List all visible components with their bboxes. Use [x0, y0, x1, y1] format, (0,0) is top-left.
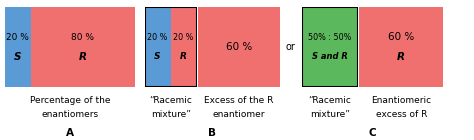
Text: mixture”: mixture” [151, 110, 191, 119]
Text: R: R [180, 52, 187, 61]
Text: enantiomers: enantiomers [41, 110, 99, 119]
Text: or: or [285, 42, 295, 52]
Text: 50% : 50%: 50% : 50% [309, 33, 352, 42]
Text: mixture”: mixture” [310, 110, 350, 119]
Text: 20 %: 20 % [6, 33, 29, 42]
Text: C: C [369, 128, 377, 138]
Text: R: R [79, 52, 87, 62]
Text: S: S [14, 52, 21, 62]
Text: S: S [155, 52, 161, 61]
Text: R: R [397, 52, 405, 62]
Text: 80 %: 80 % [72, 33, 94, 42]
Text: 20 %: 20 % [173, 33, 194, 42]
Text: “Racemic: “Racemic [149, 96, 192, 105]
Text: A: A [66, 128, 74, 138]
Text: Excess of the R: Excess of the R [204, 96, 273, 105]
Text: 20 %: 20 % [147, 33, 168, 42]
Text: “Racemic: “Racemic [309, 96, 352, 105]
Text: B: B [208, 128, 216, 138]
Text: 60 %: 60 % [388, 32, 414, 42]
Text: S and R: S and R [312, 52, 348, 61]
Text: Enantiomeric: Enantiomeric [371, 96, 431, 105]
Text: excess of R: excess of R [375, 110, 427, 119]
Text: Percentage of the: Percentage of the [30, 96, 110, 105]
Text: enantiomer: enantiomer [213, 110, 265, 119]
Text: 60 %: 60 % [226, 42, 252, 52]
